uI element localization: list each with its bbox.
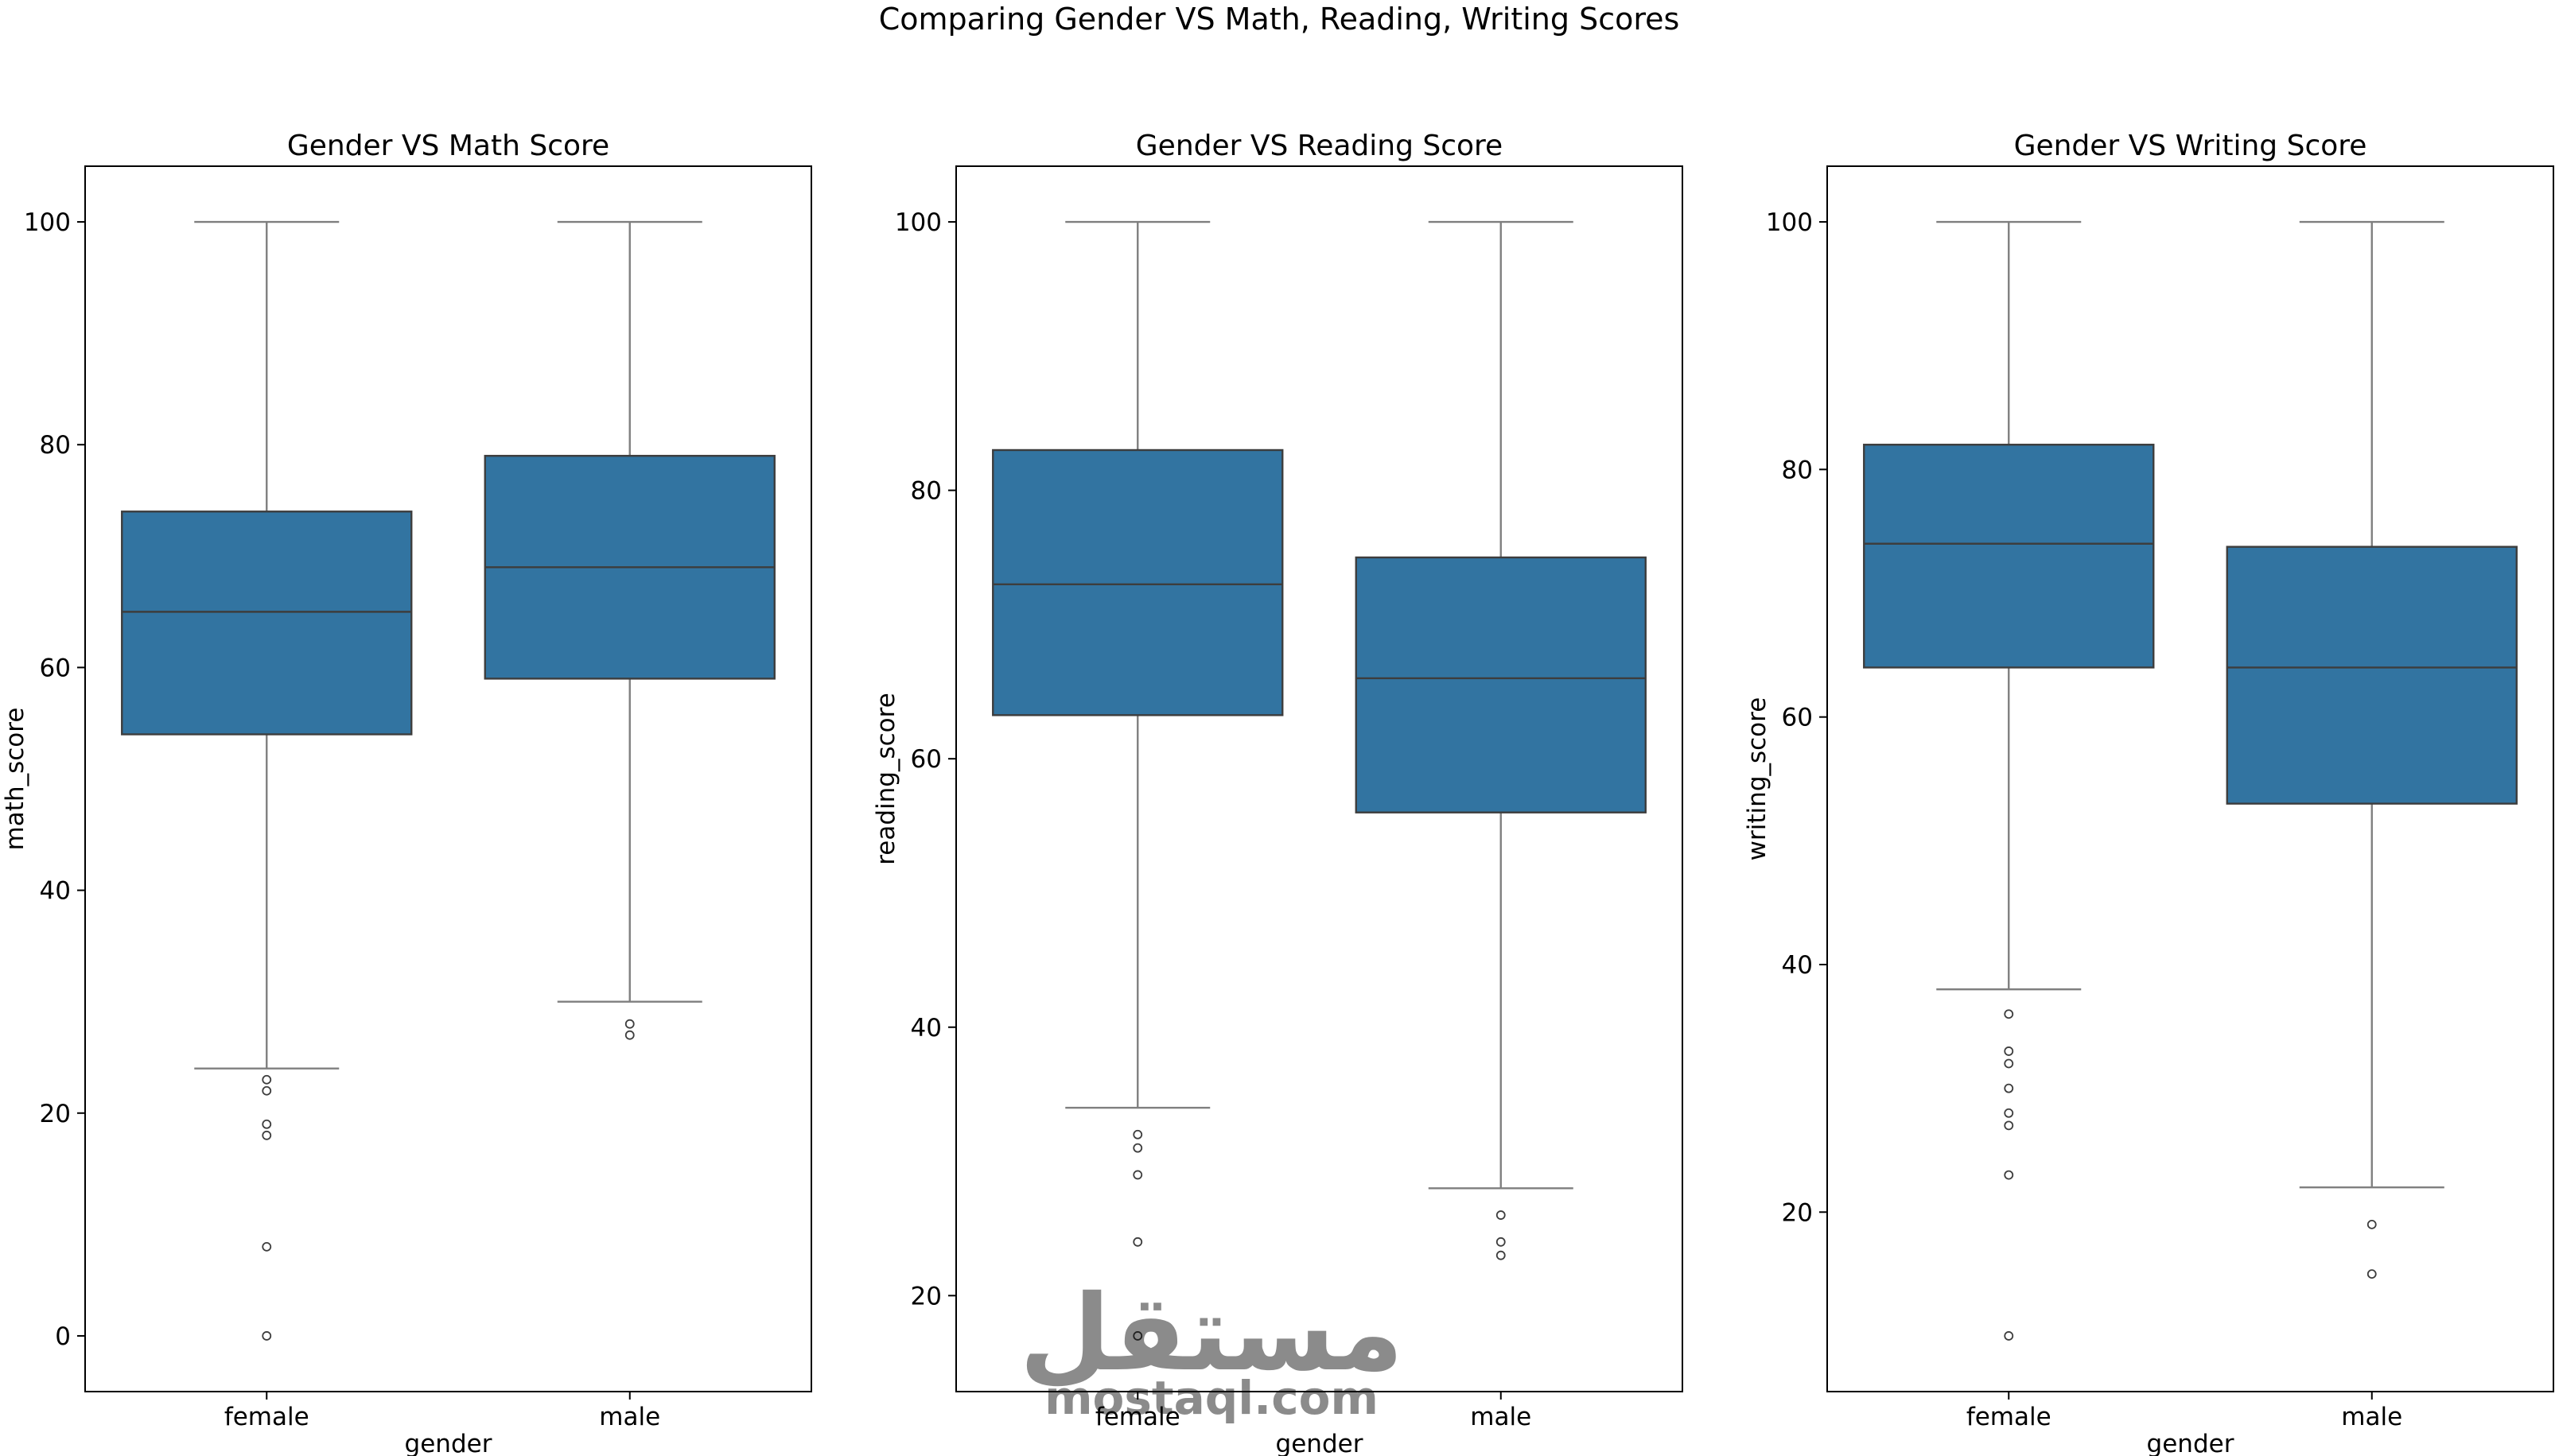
- watermark-logo: مستقل: [1020, 1272, 1404, 1395]
- watermark-site: mostaql.com: [1044, 1371, 1379, 1425]
- subplot-2-y-axis-label: reading_score: [872, 693, 900, 865]
- subplot-1-female-outlier-4: [262, 1241, 272, 1252]
- subplot-1-ytick-label-1: 20: [40, 1100, 71, 1128]
- subplot-2-axes-frame: [955, 165, 1683, 1392]
- subplot-2-female-outlier-3: [1133, 1237, 1143, 1247]
- subplot-1-male-outlier-0: [624, 1019, 635, 1029]
- subplot-3-male-outlier-0: [2366, 1219, 2377, 1229]
- subplot-2-xtick-label-female: female: [1095, 1403, 1180, 1431]
- subplot-1-female-outlier-2: [262, 1119, 272, 1129]
- subplot-3-female-outlier-3: [2004, 1083, 2014, 1093]
- subplot-3-axes-frame: [1826, 165, 2554, 1392]
- subplot-3-xtick-label-male: male: [2341, 1403, 2402, 1431]
- subplot-1-male-outlier-1: [624, 1030, 635, 1040]
- subplot-2-male-outlier-2: [1495, 1250, 1506, 1260]
- subplot-3-male-outlier-1: [2366, 1269, 2377, 1279]
- subplot-3-female-outlier-5: [2004, 1120, 2014, 1131]
- subplot-2-title: Gender VS Reading Score: [1136, 130, 1503, 162]
- subplot-3-xtick-label-female: female: [1966, 1403, 2051, 1431]
- subplot-3: Gender VS Writing Score 20 40 60 80 100 female…: [1743, 130, 2554, 1456]
- subplot-2-ytick-label-3: 80: [911, 477, 942, 506]
- subplot-1: Gender VS Math Score 0 20 40 60 80 100 female ma…: [1, 130, 812, 1456]
- watermark: مستقل mostaql.com: [1020, 1272, 1404, 1425]
- subplot-2-female-outlier-4: [1133, 1331, 1143, 1341]
- subplot-1-female-outlier-0: [262, 1074, 272, 1085]
- subplot-2-female-outlier-1: [1133, 1143, 1143, 1153]
- subplot-1-ytick-label-3: 60: [40, 654, 71, 682]
- subplot-3-ytick-label-2: 60: [1782, 704, 1813, 732]
- subplot-3-female-outlier-4: [2004, 1108, 2014, 1118]
- figure-suptitle: Comparing Gender VS Math, Reading, Writi…: [879, 2, 1680, 37]
- subplot-3-ytick-label-3: 80: [1782, 456, 1813, 484]
- subplot-3-female-outlier-7: [2004, 1331, 2014, 1341]
- subplot-3-male-box: [2226, 546, 2518, 805]
- subplot-1-ytick-label-4: 80: [40, 431, 71, 460]
- subplot-3-y-axis-label: writing_score: [1743, 697, 1771, 861]
- subplot-1-female-outlier-1: [262, 1085, 272, 1096]
- subplot-1-ytick-label-5: 100: [24, 208, 71, 237]
- subplot-3-x-axis-label: gender: [2147, 1430, 2234, 1456]
- subplot-2-x-axis-label: gender: [1276, 1430, 1363, 1456]
- subplot-3-title: Gender VS Writing Score: [2014, 130, 2367, 162]
- subplot-3-female-outlier-0: [2004, 1009, 2014, 1019]
- subplot-2-ytick-label-2: 60: [911, 745, 942, 774]
- subplot-2-female-outlier-0: [1133, 1129, 1143, 1140]
- subplot-3-ytick-label-4: 100: [1766, 208, 1813, 237]
- subplot-3-female-outlier-6: [2004, 1170, 2014, 1180]
- subplot-3-female-outlier-2: [2004, 1058, 2014, 1069]
- subplot-3-ytick-label-0: 20: [1782, 1198, 1813, 1227]
- subplot-2-ytick-label-0: 20: [911, 1282, 942, 1310]
- subplot-2-ytick-label-1: 40: [911, 1014, 942, 1042]
- subplot-2: Gender VS Reading Score 20 40 60 80 100 female…: [872, 130, 1683, 1456]
- subplot-1-female-box: [121, 511, 413, 736]
- subplot-1-female-outlier-5: [262, 1331, 272, 1341]
- subplot-1-xtick-label-female: female: [224, 1403, 309, 1431]
- subplot-1-y-axis-label: math_score: [1, 708, 29, 851]
- subplot-1-title: Gender VS Math Score: [287, 130, 609, 162]
- subplot-1-ytick-label-2: 40: [40, 877, 71, 906]
- subplot-1-female-outlier-3: [262, 1130, 272, 1140]
- subplot-2-xtick-label-male: male: [1470, 1403, 1531, 1431]
- subplot-2-male-box: [1355, 556, 1647, 813]
- subplot-1-x-axis-label: gender: [405, 1430, 492, 1456]
- subplot-2-female-box: [992, 448, 1284, 716]
- subplot-1-xtick-label-male: male: [599, 1403, 660, 1431]
- subplot-2-male-outlier-1: [1495, 1237, 1506, 1247]
- subplot-2-female-outlier-2: [1133, 1170, 1143, 1180]
- subplot-2-male-outlier-0: [1495, 1210, 1506, 1220]
- subplot-3-female-box: [1863, 444, 2155, 669]
- subplots: Gender VS Math Score 0 20 40 60 80 100 female ma…: [1, 130, 2554, 1456]
- subplot-1-axes-frame: [84, 165, 812, 1392]
- subplot-3-ytick-label-1: 40: [1782, 951, 1813, 980]
- subplot-3-female-outlier-1: [2004, 1046, 2014, 1056]
- subplot-2-ytick-label-4: 100: [895, 208, 942, 237]
- subplot-1-ytick-label-0: 0: [55, 1322, 71, 1351]
